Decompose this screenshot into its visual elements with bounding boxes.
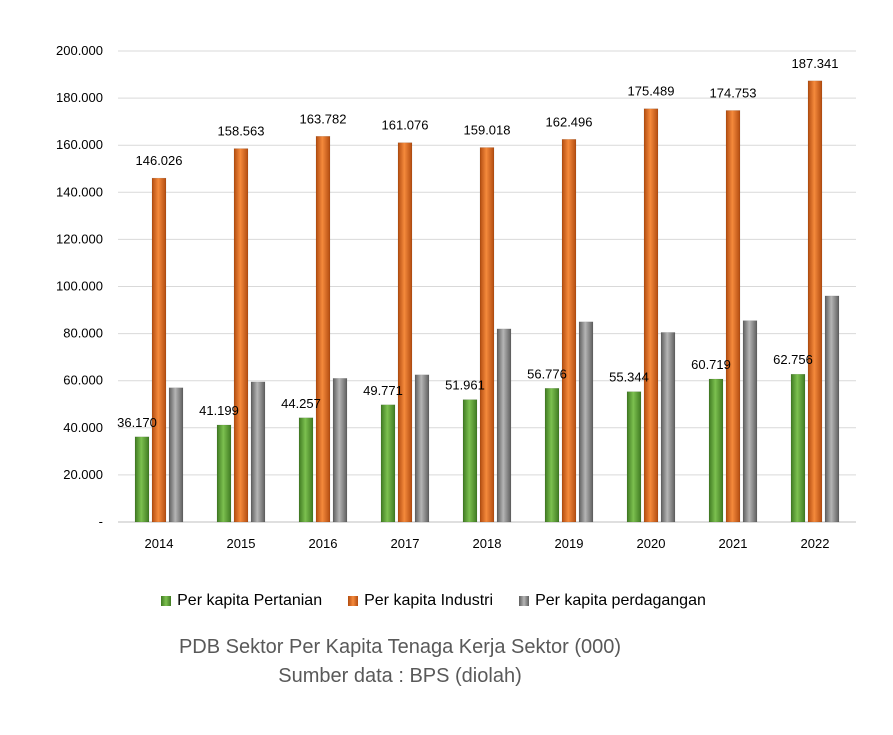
x-tick-label: 2018	[473, 536, 502, 551]
data-label: 49.771	[363, 383, 403, 398]
bar-industri	[233, 148, 249, 523]
legend-label-industri: Per kapita Industri	[364, 592, 494, 609]
x-tick-label: 2019	[555, 536, 584, 551]
data-label: 159.018	[464, 123, 511, 138]
data-label: 161.076	[382, 118, 429, 133]
x-tick-label: 2021	[719, 536, 748, 551]
bar-industri	[479, 147, 495, 523]
data-label: 146.026	[136, 153, 183, 168]
data-label: 41.199	[199, 403, 239, 418]
x-tick-label: 2015	[227, 536, 256, 551]
x-tick-label: 2014	[145, 536, 174, 551]
y-tick-label: 180.000	[56, 90, 103, 105]
data-label: 51.961	[445, 378, 485, 393]
x-tick-label: 2017	[391, 536, 420, 551]
bar-industri	[725, 110, 741, 523]
data-label: 55.344	[609, 370, 649, 385]
bar-perdagangan	[496, 328, 512, 523]
y-tick-label: 120.000	[56, 231, 103, 246]
bar-pertanian	[790, 373, 806, 523]
bar-industri	[643, 108, 659, 523]
bar-perdagangan	[578, 321, 594, 523]
legend-swatch-industri	[348, 596, 359, 606]
x-tick-label: 2016	[309, 536, 338, 551]
bar-perdagangan	[332, 378, 348, 523]
bar-pertanian	[462, 399, 478, 523]
y-tick-label: 140.000	[56, 184, 103, 199]
legend-item-industri: Per kapita Industri	[348, 592, 493, 610]
data-label: 44.257	[281, 396, 321, 411]
bar-industri	[807, 80, 823, 523]
data-label: 60.719	[691, 357, 731, 372]
y-tick-label: 40.000	[63, 420, 103, 435]
bar-pertanian	[626, 391, 642, 523]
data-label: 163.782	[300, 111, 347, 126]
legend-label-perdagangan: Per kapita perdagangan	[535, 592, 706, 609]
y-tick-label: 20.000	[63, 467, 103, 482]
y-tick-label: 100.000	[56, 279, 103, 294]
data-label: 162.496	[546, 114, 593, 129]
data-label: 158.563	[218, 124, 265, 139]
bar-industri	[151, 177, 167, 523]
data-label: 36.170	[117, 415, 157, 430]
bar-pertanian	[708, 378, 724, 523]
legend-item-pertanian: Per kapita Pertanian	[161, 592, 322, 610]
bar-perdagangan	[742, 320, 758, 523]
y-tick-label: 60.000	[63, 373, 103, 388]
bar-perdagangan	[414, 374, 430, 523]
chart-legend: Per kapita Pertanian Per kapita Industri…	[0, 592, 893, 610]
x-tick-label: 2022	[801, 536, 830, 551]
bar-perdagangan	[250, 381, 266, 523]
bar-pertanian	[380, 404, 396, 523]
bar-industri	[397, 142, 413, 523]
bar-perdagangan	[660, 332, 676, 523]
bar-industri	[561, 139, 577, 523]
legend-item-perdagangan: Per kapita perdagangan	[519, 592, 706, 610]
caption-title: PDB Sektor Per Kapita Tenaga Kerja Sekto…	[178, 636, 622, 658]
bar-chart: - 20.000 40.000 60.000 80.000 100.000 120.000 1…	[56, 43, 856, 551]
legend-label-pertanian: Per kapita Pertanian	[177, 592, 323, 609]
y-tick-label: 80.000	[63, 326, 103, 341]
bar-pertanian	[216, 424, 232, 523]
bar-pertanian	[298, 417, 314, 523]
y-tick-label: -	[99, 514, 103, 529]
bar-pertanian	[544, 388, 560, 523]
bar-perdagangan	[168, 387, 184, 523]
legend-swatch-pertanian	[161, 596, 172, 606]
data-label: 174.753	[710, 85, 757, 100]
bar-industri	[315, 136, 331, 523]
bar-pertanian	[134, 436, 150, 523]
legend-swatch-perdagangan	[519, 596, 530, 606]
data-label: 56.776	[527, 366, 567, 381]
y-tick-label: 200.000	[56, 43, 103, 58]
data-label: 187.341	[792, 56, 839, 71]
y-tick-label: 160.000	[56, 137, 103, 152]
data-label: 62.756	[773, 352, 813, 367]
x-tick-label: 2020	[637, 536, 666, 551]
caption-source: Sumber data : BPS (diolah)	[278, 665, 522, 687]
bar-perdagangan	[824, 295, 840, 523]
data-label: 175.489	[628, 84, 675, 99]
